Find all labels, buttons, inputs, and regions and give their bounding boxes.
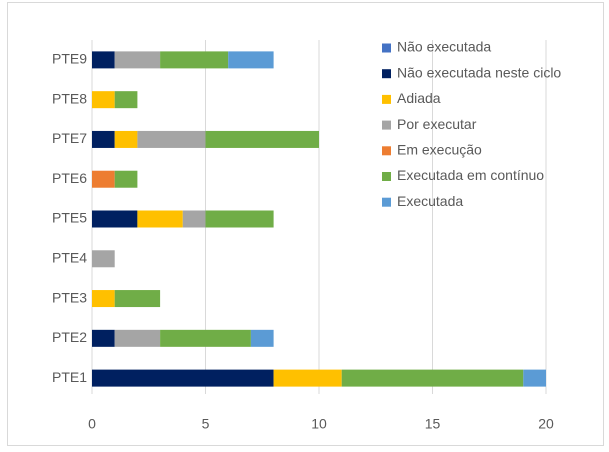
x-tick-label: 10 [311,416,327,432]
legend-swatch [382,120,391,130]
bar-segment [137,210,183,228]
bar-segment [92,91,115,109]
bar-segment [92,170,115,188]
bar-segment [92,51,115,69]
x-tick-label: 20 [538,416,554,432]
bar-segment [182,210,206,228]
bar-segment [341,369,524,387]
y-tick-label: PTE9 [52,51,87,67]
legend-swatch [382,172,391,181]
legend-label: Por executar [397,116,477,132]
bar-segment [160,329,251,347]
bar-segment [205,210,274,228]
y-tick-label: PTE2 [52,329,87,345]
legend-swatch [382,69,391,79]
bar-segment [92,369,274,387]
bar-segment [92,250,115,268]
y-tick-label: PTE3 [52,289,87,305]
y-tick-label: PTE6 [52,170,87,186]
legend-swatch [382,197,391,207]
legend-label: Não executada [397,39,491,55]
bar-segment [114,329,161,347]
y-tick-label: PTE4 [52,249,87,265]
bar-segment [92,210,138,228]
y-tick-label: PTE8 [52,90,87,106]
legend-swatch [382,43,391,53]
legend-label: Executada [397,193,463,209]
bar-segment [273,369,342,387]
bar-segment [137,130,206,148]
bar-segment [92,290,115,308]
bar-segment [92,130,115,148]
bar-segment [114,290,161,308]
legend-label: Executada em contínuo [397,167,544,183]
bar-segment [114,170,138,188]
y-tick-label: PTE5 [52,210,87,226]
x-tick-label: 15 [425,416,441,432]
y-tick-label: PTE7 [52,130,87,146]
bar-segment [250,329,274,347]
bar-segment [114,91,138,109]
x-tick-label: 5 [202,416,210,432]
bar-segment [114,130,138,148]
bar-segment [228,51,274,69]
legend-swatch [382,94,391,104]
bar-segment [160,51,229,69]
bar-segment [92,329,115,347]
y-tick-label: PTE1 [52,369,87,385]
legend-label: Em execução [397,142,482,158]
x-tick-label: 0 [88,416,96,432]
bar-segment [523,369,546,387]
bar-segment [205,130,319,148]
legend-label: Não executada neste ciclo [397,64,561,80]
legend-label: Adiada [397,90,441,106]
legend-swatch [382,146,391,156]
bar-segment [114,51,161,69]
